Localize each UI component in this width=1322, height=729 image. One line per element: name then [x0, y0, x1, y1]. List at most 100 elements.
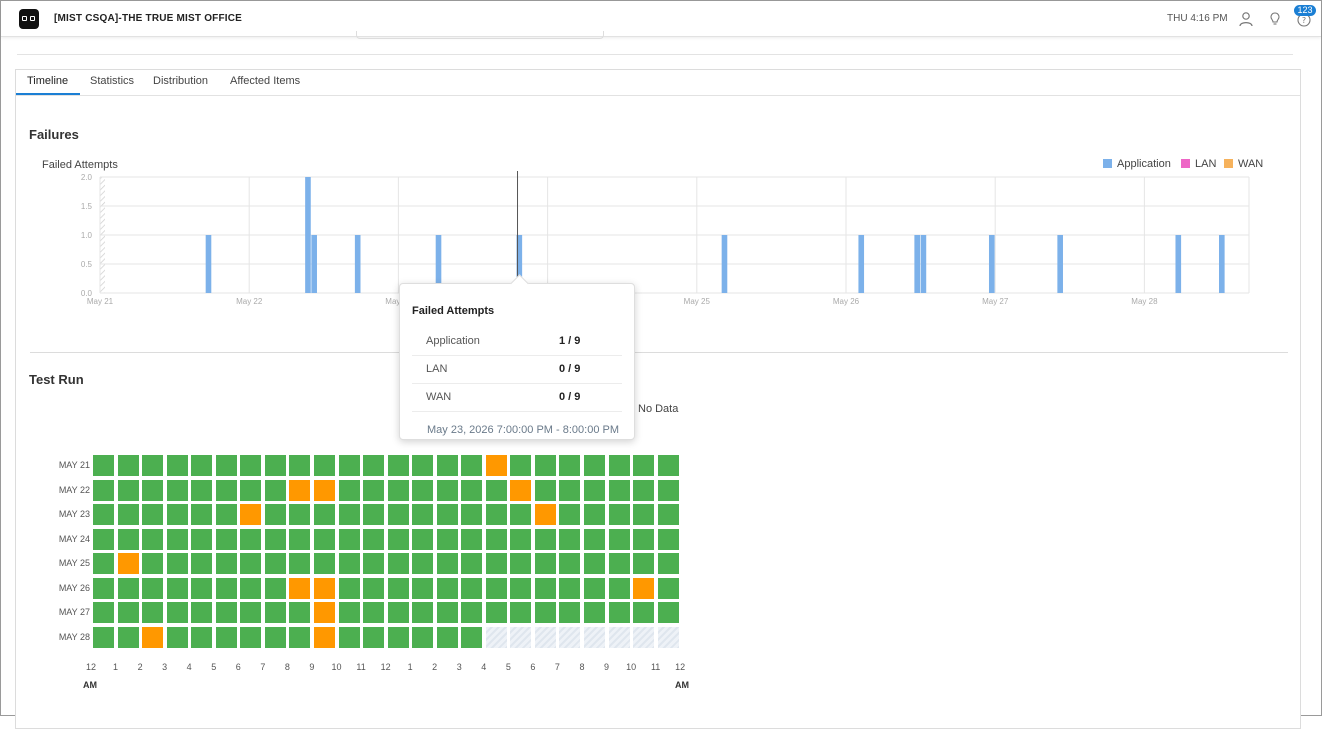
heatmap-cell-pass[interactable] — [387, 626, 409, 648]
heatmap-cell-fail[interactable] — [313, 479, 335, 501]
heatmap-cell-pass[interactable] — [584, 602, 605, 624]
heatmap-cell-pass[interactable] — [510, 577, 532, 599]
site-title[interactable]: [MIST CSQA]-THE TRUE MIST OFFICE — [54, 13, 243, 24]
heatmap-cell-pass[interactable] — [559, 504, 581, 526]
heatmap-cell-pass[interactable] — [633, 504, 655, 526]
heatmap-cell-pass[interactable] — [363, 577, 385, 599]
heatmap-cell-pass[interactable] — [215, 455, 237, 476]
heatmap-cell-pass[interactable] — [142, 504, 164, 526]
heatmap-cell-pass[interactable] — [485, 528, 507, 550]
heatmap-cell-pass[interactable] — [412, 479, 434, 501]
heatmap-cell-fail[interactable] — [485, 455, 507, 476]
heatmap-cell-pass[interactable] — [412, 504, 434, 526]
heatmap-cell-pass[interactable] — [264, 577, 286, 599]
heatmap-cell-pass[interactable] — [461, 455, 483, 476]
tab-affected-items[interactable]: Affected Items — [230, 75, 301, 87]
heatmap-cell-pass[interactable] — [510, 504, 532, 526]
heatmap-cell-fail[interactable] — [633, 577, 655, 599]
heatmap-cell-pass[interactable] — [240, 577, 262, 599]
heatmap-cell-pass[interactable] — [584, 553, 605, 575]
heatmap-cell-pass[interactable] — [338, 504, 360, 526]
heatmap-cell-pass[interactable] — [166, 626, 188, 648]
heatmap-cell-pass[interactable] — [313, 553, 335, 575]
heatmap-cell-pass[interactable] — [584, 577, 605, 599]
heatmap-cell-pass[interactable] — [264, 602, 286, 624]
heatmap-cell-pass[interactable] — [363, 553, 385, 575]
heatmap-cell-pass[interactable] — [436, 504, 458, 526]
tab-statistics[interactable]: Statistics — [90, 75, 135, 87]
heatmap-cell-nodata[interactable] — [485, 626, 507, 648]
heatmap-cell-pass[interactable] — [93, 626, 114, 648]
heatmap-cell-pass[interactable] — [461, 577, 483, 599]
heatmap-cell-pass[interactable] — [215, 479, 237, 501]
heatmap-cell-pass[interactable] — [264, 504, 286, 526]
heatmap-cell-pass[interactable] — [264, 553, 286, 575]
heatmap-cell-pass[interactable] — [461, 504, 483, 526]
heatmap-cell-fail[interactable] — [313, 577, 335, 599]
heatmap-cell-pass[interactable] — [191, 602, 213, 624]
heatmap-cell-pass[interactable] — [608, 528, 630, 550]
heatmap-cell-pass[interactable] — [559, 528, 581, 550]
heatmap-cell-pass[interactable] — [117, 455, 139, 476]
heatmap-cell-pass[interactable] — [436, 528, 458, 550]
heatmap-cell-pass[interactable] — [657, 553, 679, 575]
heatmap-cell-pass[interactable] — [93, 528, 114, 550]
heatmap-cell-pass[interactable] — [608, 455, 630, 476]
heatmap-cell-pass[interactable] — [93, 504, 114, 526]
heatmap-cell-pass[interactable] — [461, 553, 483, 575]
heatmap-cell-pass[interactable] — [436, 577, 458, 599]
heatmap-cell-pass[interactable] — [93, 479, 114, 501]
heatmap-cell-pass[interactable] — [559, 577, 581, 599]
heatmap-cell-pass[interactable] — [436, 553, 458, 575]
heatmap-cell-pass[interactable] — [534, 602, 556, 624]
heatmap-cell-pass[interactable] — [412, 602, 434, 624]
heatmap-cell-fail[interactable] — [142, 626, 164, 648]
heatmap-cell-pass[interactable] — [166, 553, 188, 575]
heatmap-cell-pass[interactable] — [338, 528, 360, 550]
heatmap-cell-fail[interactable] — [240, 504, 262, 526]
heatmap-cell-pass[interactable] — [215, 626, 237, 648]
heatmap-cell-pass[interactable] — [363, 455, 385, 476]
heatmap-cell-pass[interactable] — [166, 455, 188, 476]
heatmap-cell-pass[interactable] — [412, 528, 434, 550]
heatmap-cell-pass[interactable] — [363, 504, 385, 526]
heatmap-cell-fail[interactable] — [510, 479, 532, 501]
heatmap-cell-pass[interactable] — [264, 626, 286, 648]
heatmap-cell-pass[interactable] — [93, 553, 114, 575]
heatmap-cell-pass[interactable] — [387, 553, 409, 575]
heatmap-cell-pass[interactable] — [436, 455, 458, 476]
legend-lan[interactable]: LAN — [1181, 158, 1216, 170]
heatmap-cell-pass[interactable] — [191, 455, 213, 476]
heatmap-cell-pass[interactable] — [436, 626, 458, 648]
heatmap-cell-pass[interactable] — [412, 577, 434, 599]
heatmap-cell-pass[interactable] — [191, 528, 213, 550]
heatmap-cell-pass[interactable] — [387, 577, 409, 599]
heatmap-cell-pass[interactable] — [412, 626, 434, 648]
heatmap-cell-pass[interactable] — [142, 455, 164, 476]
heatmap-cell-pass[interactable] — [215, 528, 237, 550]
heatmap-cell-pass[interactable] — [240, 479, 262, 501]
heatmap-cell-pass[interactable] — [657, 602, 679, 624]
heatmap-cell-nodata[interactable] — [608, 626, 630, 648]
heatmap-cell-pass[interactable] — [485, 504, 507, 526]
heatmap-cell-pass[interactable] — [534, 528, 556, 550]
heatmap-cell-pass[interactable] — [142, 602, 164, 624]
heatmap-cell-pass[interactable] — [363, 528, 385, 550]
heatmap-cell-pass[interactable] — [534, 455, 556, 476]
heatmap-cell-pass[interactable] — [264, 479, 286, 501]
heatmap-cell-fail[interactable] — [289, 577, 311, 599]
heatmap-cell-pass[interactable] — [657, 455, 679, 476]
heatmap-cell-pass[interactable] — [584, 455, 605, 476]
heatmap-cell-pass[interactable] — [142, 577, 164, 599]
heatmap-cell-pass[interactable] — [338, 479, 360, 501]
heatmap-cell-pass[interactable] — [510, 528, 532, 550]
tab-distribution[interactable]: Distribution — [153, 75, 209, 87]
heatmap-cell-nodata[interactable] — [584, 626, 605, 648]
heatmap-cell-pass[interactable] — [93, 577, 114, 599]
heatmap-cell-pass[interactable] — [117, 504, 139, 526]
heatmap-cell-pass[interactable] — [387, 602, 409, 624]
heatmap-cell-pass[interactable] — [657, 528, 679, 550]
heatmap-cell-pass[interactable] — [240, 455, 262, 476]
heatmap-cell-pass[interactable] — [657, 577, 679, 599]
